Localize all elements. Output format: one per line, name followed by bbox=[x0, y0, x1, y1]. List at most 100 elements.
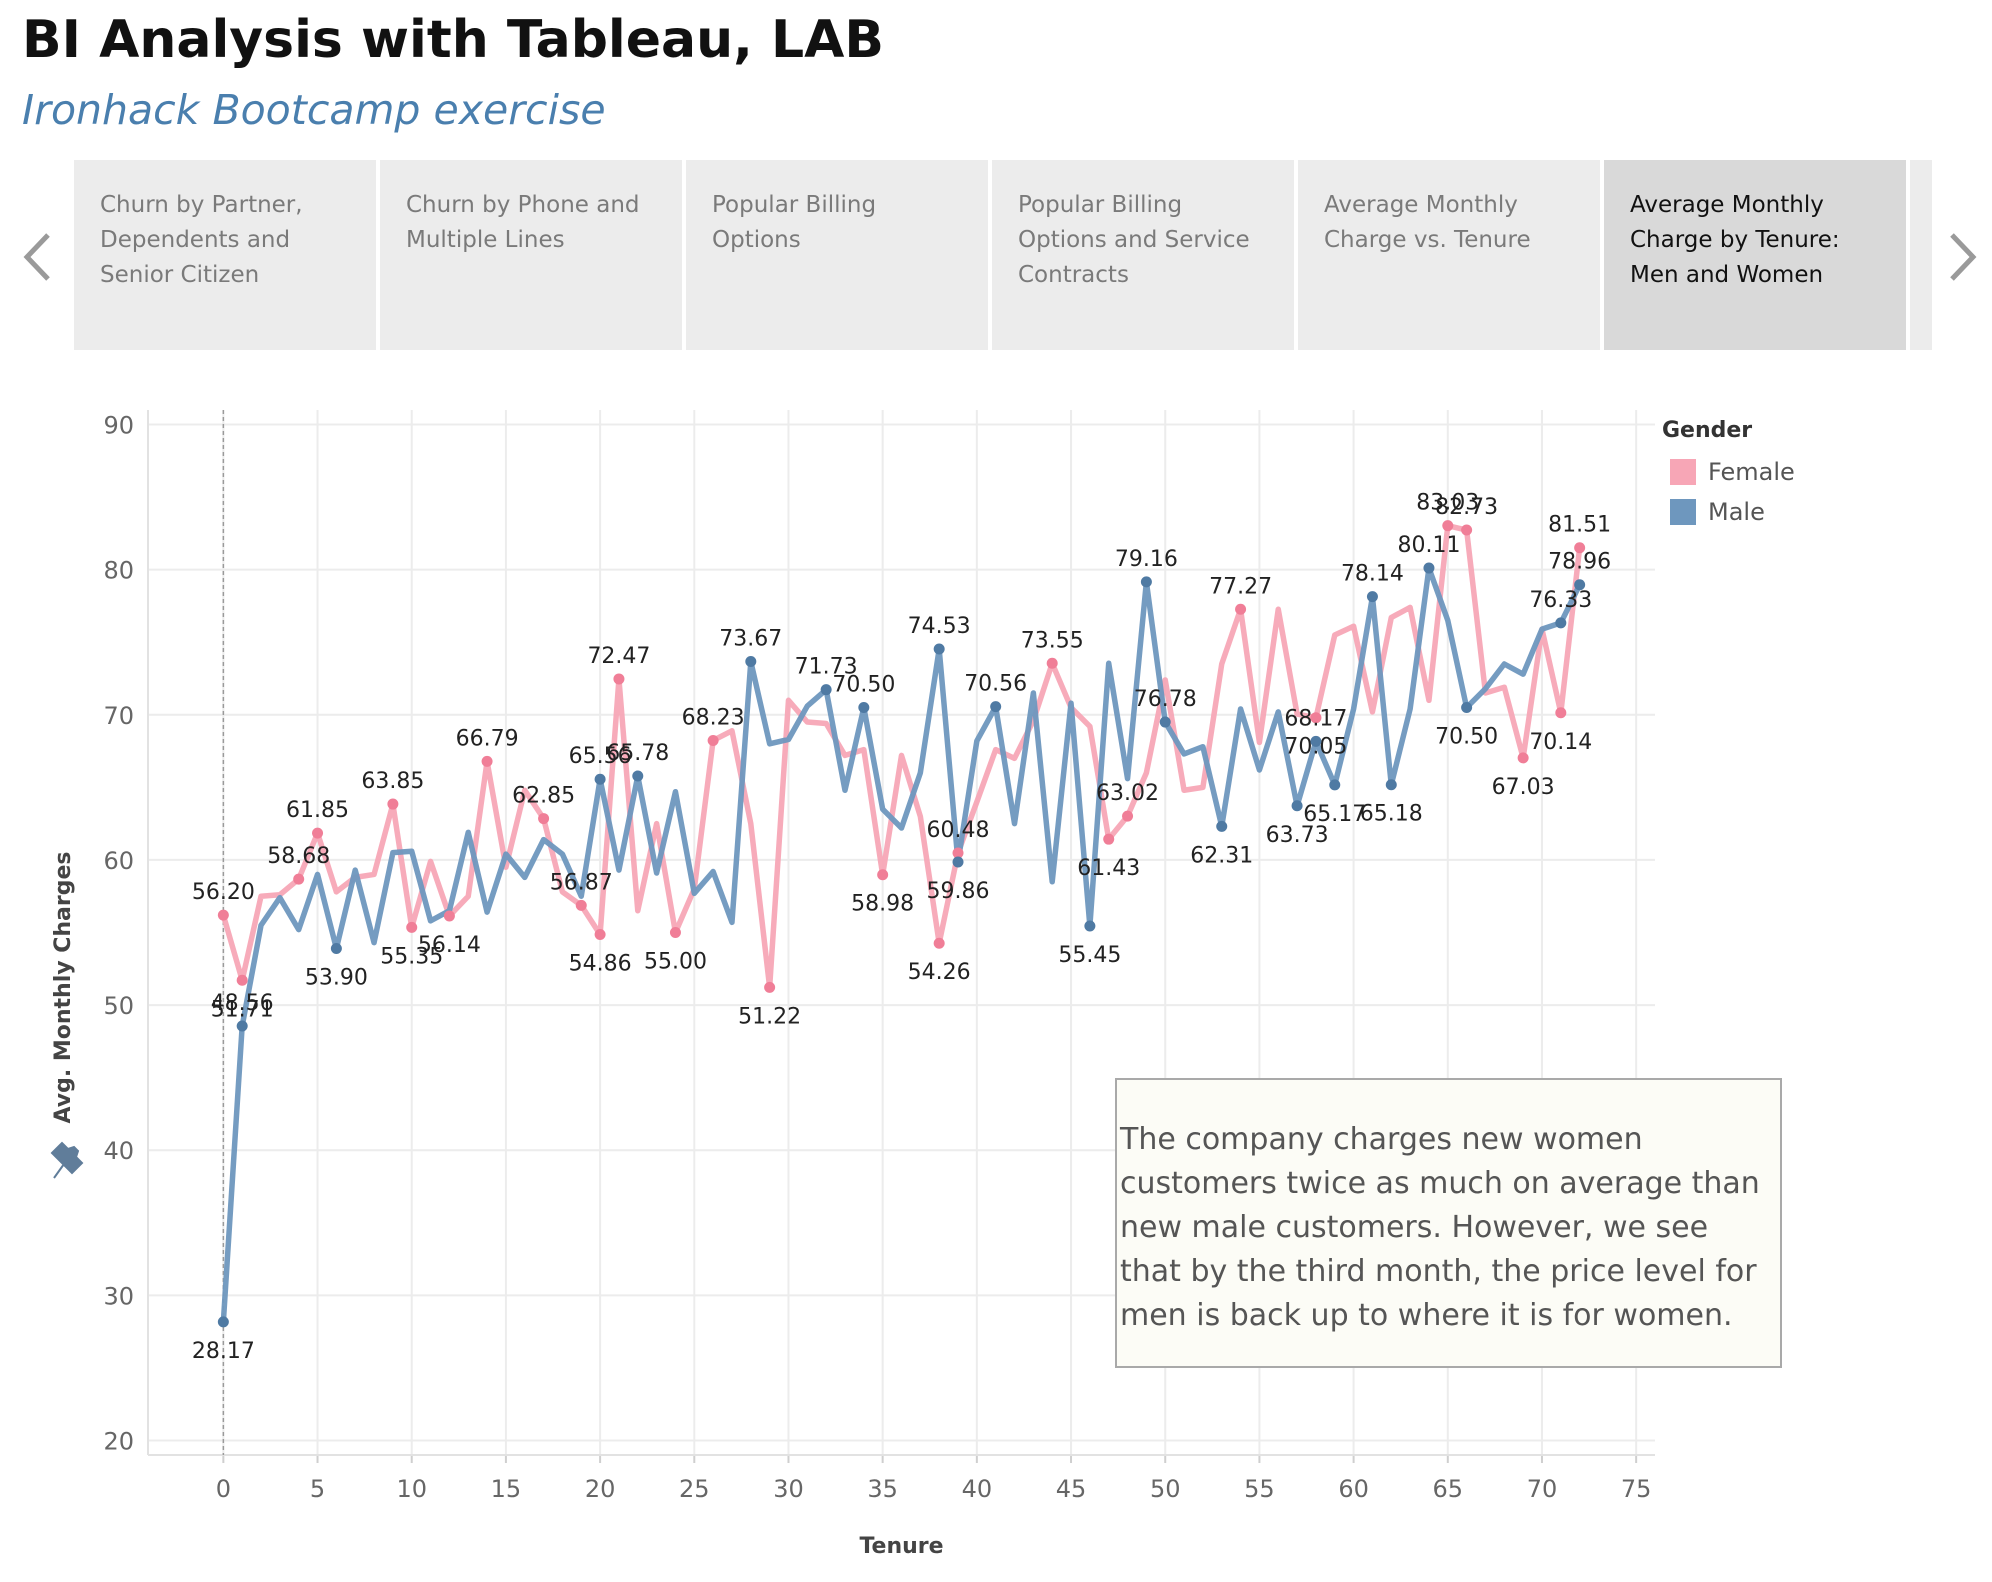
data-point-male bbox=[1461, 702, 1473, 714]
data-label-female: 54.86 bbox=[569, 952, 632, 977]
data-point-female bbox=[443, 910, 455, 922]
data-point-female bbox=[1442, 520, 1454, 532]
data-point-female bbox=[1310, 712, 1322, 724]
legend-swatch-female bbox=[1670, 459, 1696, 485]
data-label-female: 77.27 bbox=[1209, 574, 1272, 599]
data-point-male bbox=[745, 656, 757, 668]
data-label-female: 58.98 bbox=[851, 892, 914, 917]
tab-charge-gender[interactable]: Average Monthly Charge by Tenure: Men an… bbox=[1604, 160, 1906, 350]
x-tick-label: 75 bbox=[1621, 1475, 1652, 1503]
x-tick-label: 0 bbox=[216, 1475, 231, 1503]
chevron-right-icon[interactable] bbox=[1948, 232, 1978, 282]
x-tick-label: 5 bbox=[310, 1475, 325, 1503]
data-label-female: 82.73 bbox=[1435, 495, 1498, 520]
x-tick-label: 55 bbox=[1244, 1475, 1275, 1503]
data-point-female bbox=[293, 873, 305, 885]
data-label-male: 28.17 bbox=[192, 1339, 255, 1364]
data-point-female bbox=[707, 734, 719, 746]
y-tick-label: 20 bbox=[103, 1427, 134, 1455]
data-label-female: 81.51 bbox=[1548, 513, 1611, 538]
x-tick-label: 25 bbox=[679, 1475, 710, 1503]
data-label-female: 61.85 bbox=[286, 798, 349, 823]
x-tick-label: 10 bbox=[396, 1475, 427, 1503]
data-point-male bbox=[236, 1020, 248, 1032]
tab-churn-phone[interactable]: Churn by Phone and Multiple Lines bbox=[380, 160, 682, 350]
x-tick-label: 65 bbox=[1433, 1475, 1464, 1503]
data-label-male: 53.90 bbox=[305, 965, 368, 990]
data-point-female bbox=[1103, 833, 1115, 845]
data-label-male: 78.96 bbox=[1548, 550, 1611, 575]
data-label-female: 60.48 bbox=[927, 818, 990, 843]
line-chart: 20 30 40 50 60 70 80 90 0 5 10 15 20 25 30 35 40 45 50 55 60… bbox=[50, 410, 1655, 1559]
data-label-female: 51.71 bbox=[211, 997, 274, 1022]
pin-icon bbox=[50, 1141, 84, 1179]
legend-item-male[interactable]: Male bbox=[1670, 498, 1765, 526]
data-label-female: 72.47 bbox=[587, 644, 650, 669]
data-point-female bbox=[1122, 810, 1134, 822]
data-label-female: 54.26 bbox=[908, 960, 971, 985]
data-point-male bbox=[1555, 617, 1567, 629]
data-point-female bbox=[613, 673, 625, 685]
data-point-female bbox=[312, 827, 324, 839]
data-point-male bbox=[1291, 800, 1303, 812]
legend-label-female: Female bbox=[1708, 458, 1795, 486]
data-label-female: 55.35 bbox=[380, 944, 443, 969]
data-point-female bbox=[1555, 707, 1567, 719]
data-point-female bbox=[481, 755, 493, 767]
dashboard-subtitle: Ironhack Bootcamp exercise bbox=[22, 86, 606, 134]
data-label-male: 55.45 bbox=[1058, 943, 1121, 968]
data-label-male: 65.78 bbox=[606, 741, 669, 766]
data-point-female bbox=[406, 921, 418, 933]
data-label-male: 62.31 bbox=[1190, 843, 1253, 868]
data-point-female bbox=[877, 869, 889, 881]
data-point-male bbox=[632, 770, 644, 782]
data-label-male: 65.18 bbox=[1360, 802, 1423, 827]
tab-charge-tenure[interactable]: Average Monthly Charge vs. Tenure bbox=[1298, 160, 1600, 350]
data-label-male: 74.53 bbox=[908, 614, 971, 639]
data-label-male: 68.17 bbox=[1284, 706, 1347, 731]
chevron-left-icon[interactable] bbox=[22, 232, 52, 282]
data-point-male bbox=[952, 856, 964, 868]
y-tick-label: 80 bbox=[103, 557, 134, 585]
dashboard-title: BI Analysis with Tableau, LAB bbox=[22, 10, 884, 70]
data-point-male bbox=[217, 1316, 229, 1328]
data-point-female bbox=[575, 899, 587, 911]
data-label-male: 80.11 bbox=[1397, 533, 1460, 558]
data-label-male: 65.56 bbox=[569, 744, 632, 769]
data-point-male bbox=[1310, 735, 1322, 747]
y-tick-label: 50 bbox=[103, 992, 134, 1020]
data-label-female: 66.79 bbox=[456, 726, 519, 751]
data-point-male bbox=[1385, 779, 1397, 791]
y-tick-label: 70 bbox=[103, 702, 134, 730]
data-label-female: 56.20 bbox=[192, 880, 255, 905]
data-point-female bbox=[952, 847, 964, 859]
data-label-male: 59.86 bbox=[927, 879, 990, 904]
tab-churn-partner[interactable]: Churn by Partner, Dependents and Senior … bbox=[74, 160, 376, 350]
y-tick-label: 40 bbox=[103, 1137, 134, 1165]
x-tick-label: 30 bbox=[773, 1475, 804, 1503]
data-point-male bbox=[1084, 920, 1096, 932]
data-point-male bbox=[1423, 562, 1435, 574]
tab-overflow[interactable] bbox=[1910, 160, 1932, 350]
data-label-female: 68.23 bbox=[682, 705, 745, 730]
x-axis-title: Tenure bbox=[859, 1534, 943, 1559]
data-label-male: 70.50 bbox=[832, 673, 895, 698]
data-label-male: 48.56 bbox=[211, 991, 274, 1016]
data-point-female bbox=[594, 929, 606, 941]
data-label-male: 65.17 bbox=[1303, 802, 1366, 827]
data-label-female: 67.03 bbox=[1492, 775, 1555, 800]
tab-billing-options[interactable]: Popular Billing Options bbox=[686, 160, 988, 350]
data-point-female bbox=[1574, 542, 1586, 554]
tab-billing-contracts[interactable]: Popular Billing Options and Service Cont… bbox=[992, 160, 1294, 350]
data-point-female bbox=[538, 813, 550, 825]
x-tick-label: 40 bbox=[962, 1475, 993, 1503]
data-label-male: 63.73 bbox=[1266, 823, 1329, 848]
data-label-male: 70.50 bbox=[1435, 725, 1498, 750]
x-tick-label: 50 bbox=[1150, 1475, 1181, 1503]
legend-item-female[interactable]: Female bbox=[1670, 458, 1795, 486]
data-point-male bbox=[1159, 716, 1171, 728]
data-point-male bbox=[594, 773, 606, 785]
data-point-female bbox=[933, 937, 945, 949]
data-point-male bbox=[1574, 579, 1586, 591]
data-label-female: 62.85 bbox=[512, 784, 575, 809]
